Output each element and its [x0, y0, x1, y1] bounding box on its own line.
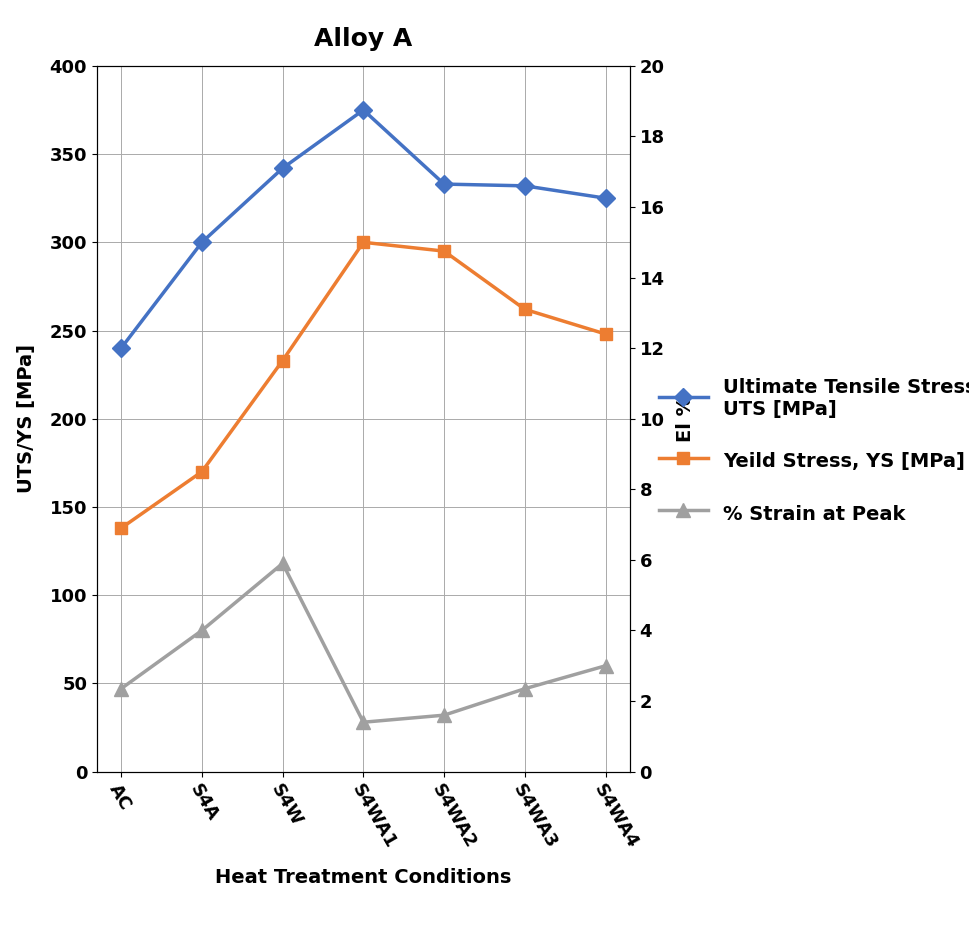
Yeild Stress, YS [MPa] [115, 522, 127, 534]
Ultimate Tensile Stress,
UTS [MPa] [358, 104, 369, 116]
Y-axis label: UTS/YS [MPa]: UTS/YS [MPa] [16, 344, 36, 493]
Title: Alloy A: Alloy A [314, 27, 413, 52]
Line: % Strain at Peak: % Strain at Peak [114, 556, 612, 729]
Ultimate Tensile Stress,
UTS [MPa] [115, 343, 127, 354]
Ultimate Tensile Stress,
UTS [MPa] [277, 163, 289, 174]
Yeild Stress, YS [MPa] [196, 466, 207, 477]
Yeild Stress, YS [MPa] [600, 328, 611, 340]
% Strain at Peak [519, 683, 531, 694]
Ultimate Tensile Stress,
UTS [MPa] [600, 193, 611, 204]
Ultimate Tensile Stress,
UTS [MPa] [196, 237, 207, 248]
Ultimate Tensile Stress,
UTS [MPa] [438, 179, 450, 190]
Legend: Ultimate Tensile Stress,
UTS [MPa], Yeild Stress, YS [MPa], % Strain at Peak: Ultimate Tensile Stress, UTS [MPa], Yeil… [649, 369, 969, 534]
% Strain at Peak [115, 683, 127, 694]
% Strain at Peak [196, 625, 207, 636]
Line: Yeild Stress, YS [MPa]: Yeild Stress, YS [MPa] [115, 236, 611, 534]
X-axis label: Heat Treatment Conditions: Heat Treatment Conditions [215, 869, 512, 887]
Yeild Stress, YS [MPa] [358, 237, 369, 248]
Y-axis label: El %: El % [675, 395, 695, 442]
Yeild Stress, YS [MPa] [519, 304, 531, 315]
% Strain at Peak [358, 717, 369, 728]
Ultimate Tensile Stress,
UTS [MPa] [519, 181, 531, 192]
% Strain at Peak [277, 558, 289, 569]
% Strain at Peak [600, 661, 611, 672]
% Strain at Peak [438, 710, 450, 721]
Yeild Stress, YS [MPa] [438, 246, 450, 257]
Yeild Stress, YS [MPa] [277, 355, 289, 366]
Line: Ultimate Tensile Stress,
UTS [MPa]: Ultimate Tensile Stress, UTS [MPa] [115, 104, 611, 355]
